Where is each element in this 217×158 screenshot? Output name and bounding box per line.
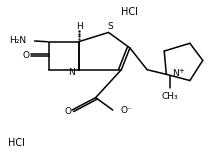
Text: O: O — [65, 107, 72, 116]
Text: S: S — [108, 22, 113, 31]
Text: N: N — [172, 69, 178, 78]
Text: H: H — [76, 22, 83, 31]
Text: +: + — [178, 68, 184, 74]
Text: O⁻: O⁻ — [120, 106, 132, 115]
Text: N: N — [68, 67, 74, 76]
Text: HCl: HCl — [122, 7, 138, 17]
Text: O: O — [23, 51, 30, 60]
Text: CH₃: CH₃ — [162, 92, 179, 101]
Text: H₂N: H₂N — [9, 36, 26, 46]
Text: HCl: HCl — [8, 138, 25, 148]
